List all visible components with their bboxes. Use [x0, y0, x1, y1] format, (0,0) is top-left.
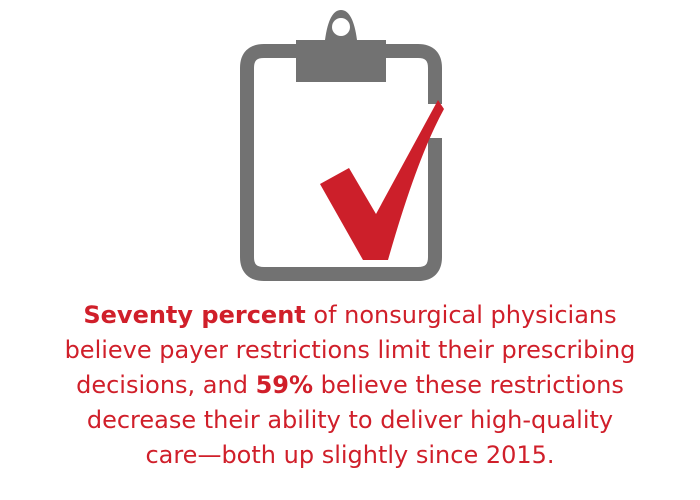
highlight-seventy-percent: Seventy percent — [83, 301, 306, 329]
caption-line-4: decrease their ability to deliver high-q… — [86, 406, 614, 434]
illustration — [240, 10, 444, 281]
caption-line-1: Seventy percent of nonsurgical physician… — [30, 298, 670, 333]
caption-text: believe these restrictions — [313, 371, 624, 399]
caption-line-5: care—both up slightly since 2015. — [145, 441, 555, 469]
highlight-59-percent: 59% — [255, 371, 314, 399]
checkmark-icon — [320, 100, 444, 260]
clipboard-icon — [240, 10, 442, 281]
caption-text: of nonsurgical physicians — [305, 301, 617, 329]
caption-line-2: believe payer restrictions limit their p… — [64, 336, 636, 364]
caption: Seventy percent of nonsurgical physician… — [30, 298, 670, 473]
caption-line-3: decisions, and 59% believe these restric… — [30, 368, 670, 403]
caption-text: decisions, and — [76, 371, 256, 399]
